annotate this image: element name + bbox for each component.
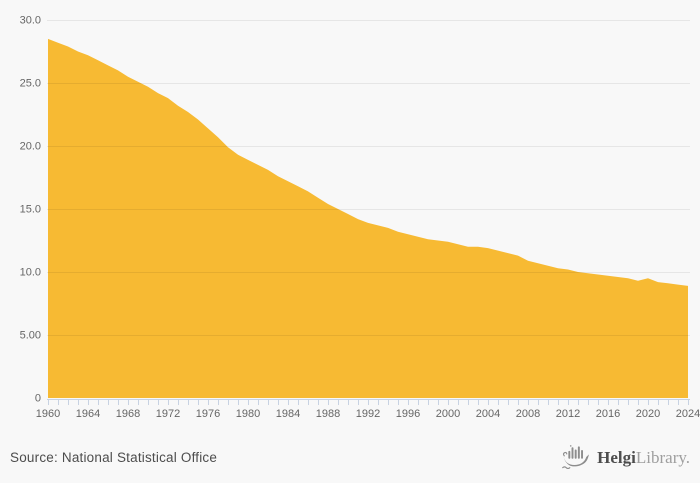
area-chart-svg: 1960 1964 1968 1972 1976 1980 1984 1988 1992 1996… bbox=[20, 15, 700, 421]
y-axis-tick-label: 30.0 bbox=[20, 15, 41, 27]
x-axis-tick-label: 2024 bbox=[676, 408, 700, 420]
y-axis-tick-label: 25.0 bbox=[20, 78, 41, 90]
x-axis-tick-label: 1964 bbox=[76, 408, 100, 420]
helgi-library-logo: HelgiLibrary. bbox=[562, 445, 690, 470]
x-axis-tick-label: 1996 bbox=[396, 408, 420, 420]
footer: Source: National Statistical Office bbox=[0, 432, 700, 482]
logo-text: HelgiLibrary. bbox=[597, 449, 690, 466]
chart-container: 1960 1964 1968 1972 1976 1980 1984 1988 1992 1996… bbox=[20, 15, 700, 421]
x-axis-tick-label: 1980 bbox=[236, 408, 260, 420]
logo-text-light: Library. bbox=[635, 447, 690, 467]
x-axis-tick-label: 1968 bbox=[116, 408, 140, 420]
source-text: Source: National Statistical Office bbox=[10, 449, 218, 465]
x-axis-tick-label: 1984 bbox=[276, 408, 300, 420]
y-axis-tick-label: 10.0 bbox=[20, 267, 41, 279]
x-axis-tick-label: 2004 bbox=[476, 408, 500, 420]
x-axis-tick-label: 2008 bbox=[516, 408, 540, 420]
x-axis-tick-label: 1988 bbox=[316, 408, 340, 420]
logo-text-bold: Helgi bbox=[597, 447, 636, 467]
y-axis-tick-label: 0 bbox=[35, 393, 41, 405]
x-axis-tick-label: 2012 bbox=[556, 408, 580, 420]
y-axis-tick-label: 20.0 bbox=[20, 141, 41, 153]
x-axis-tick-label: 2020 bbox=[636, 408, 660, 420]
x-axis-tick-label: 1976 bbox=[196, 408, 220, 420]
y-axis-tick-label: 15.0 bbox=[20, 204, 41, 216]
ship-bar-chart-icon bbox=[562, 445, 592, 470]
x-axis-tick-label: 1972 bbox=[156, 408, 180, 420]
y-axis-tick-label: 5.00 bbox=[20, 330, 41, 342]
x-axis-tick-label: 2016 bbox=[596, 408, 620, 420]
x-axis-tick-label: 1992 bbox=[356, 408, 380, 420]
x-axis-tick-label: 1960 bbox=[36, 408, 60, 420]
x-axis-tick-label: 2000 bbox=[436, 408, 460, 420]
area-series bbox=[48, 38, 688, 399]
